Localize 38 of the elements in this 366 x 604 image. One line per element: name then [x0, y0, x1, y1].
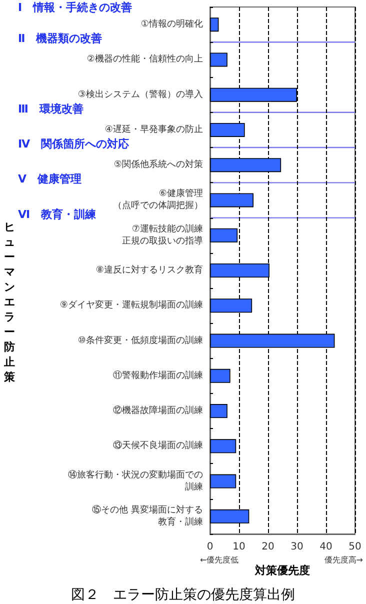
bar: [210, 368, 230, 383]
text: 図２ エラー防止策の優先度算出例: [71, 587, 295, 603]
x-tick-label: 30: [290, 542, 304, 552]
text: Ⅱ 機器類の改善: [18, 32, 102, 46]
text: ヒューマンエラー防止策: [4, 220, 15, 384]
y-tick-label: ⑮その他 異変場面に対する教育・訓練: [92, 504, 203, 528]
x-tick-label: 40: [320, 542, 332, 552]
x-tick-label: 20: [262, 542, 274, 552]
y-tick-label: ⑫機器故障場面の訓練: [113, 405, 203, 416]
bar: [210, 439, 236, 454]
bar: [210, 404, 228, 418]
y-tick-label: ③検出システム（警報）の導入: [78, 88, 203, 100]
y-tick-label: ①情報の明確化: [140, 18, 203, 30]
x-tick-label: 50: [348, 542, 362, 552]
y-tick-label: ④遅延・早発事象の防止: [104, 124, 203, 135]
y-tick-label: ⑭旅客行動・状況の変動場面での訓練: [68, 469, 203, 492]
x-axis-title: 対策優先度: [254, 564, 310, 577]
y-tick-label: ②機器の性能・信頼性の向上: [86, 54, 203, 65]
y-tick-label: ⑨ダイヤ変更・運転規制場面の訓練: [60, 300, 203, 311]
bar: [210, 52, 228, 67]
y-tick-label: ⑦運転技能の訓練正規の取扱いの指導: [122, 223, 203, 246]
text: Ⅲ 環境改善: [18, 102, 84, 116]
bar: [210, 474, 236, 488]
bar: [210, 18, 219, 32]
x-tick-label: 0: [206, 542, 214, 552]
y-tick-label: ⑧違反に対するリスク教育: [96, 264, 203, 276]
text: Ⅴ 健康管理: [18, 172, 82, 186]
text: Ⅳ 関係箇所への対応: [18, 138, 130, 151]
y-tick-label: ⑩条件変更・低頻度場面の訓練: [78, 334, 203, 346]
text: Ⅵ 教育・訓練: [18, 208, 98, 221]
y-tick-label: ⑥健康管理（点呼での体調把握）: [113, 188, 203, 212]
y-tick-label: ⑪警報動作場面の訓練: [113, 370, 203, 381]
y-tick-label: ⑤関係他系統への対策: [114, 159, 203, 170]
y-tick-label: ⑬天候不良場面の訓練: [113, 440, 203, 452]
text: Ⅰ 情報・手続きの改善: [18, 1, 132, 14]
x-tick-label: 10: [232, 542, 246, 552]
text: 優先度高→: [324, 556, 364, 564]
text: ←優先度低: [200, 556, 239, 564]
